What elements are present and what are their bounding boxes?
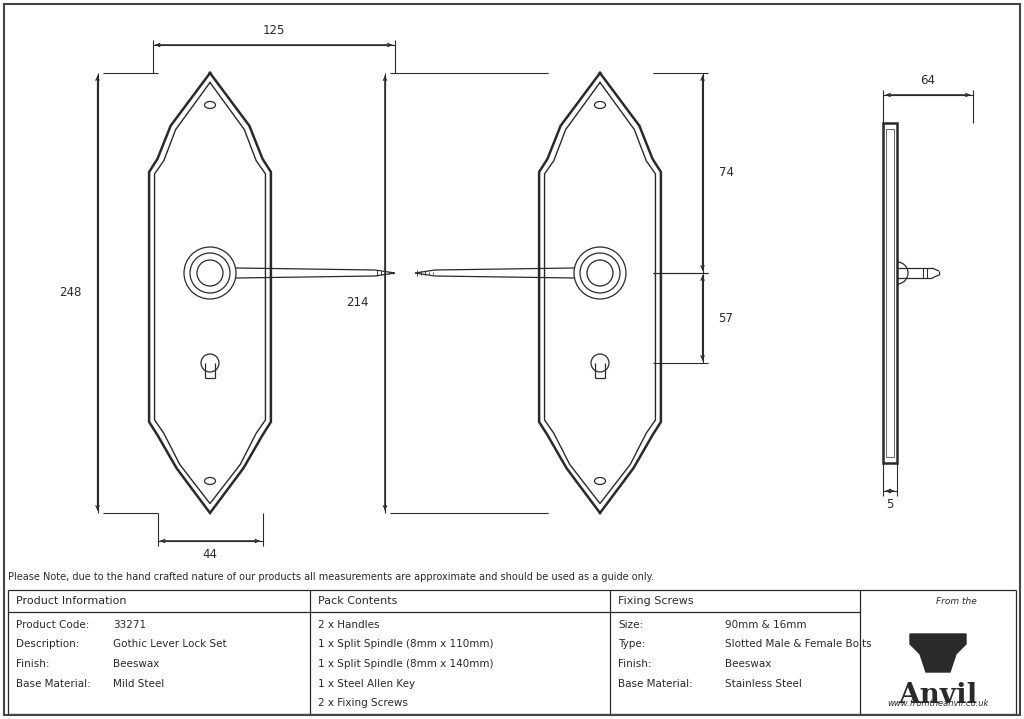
- Text: 1 x Steel Allen Key: 1 x Steel Allen Key: [318, 679, 415, 689]
- Text: From the: From the: [936, 597, 976, 607]
- Text: Description:: Description:: [16, 639, 80, 649]
- Text: 214: 214: [346, 296, 369, 309]
- Text: www.fromtheanvil.co.uk: www.fromtheanvil.co.uk: [888, 699, 989, 708]
- Text: Base Material:: Base Material:: [16, 679, 91, 689]
- Bar: [883, 123, 897, 463]
- Text: Base Material:: Base Material:: [618, 679, 693, 689]
- Text: 248: 248: [59, 286, 82, 300]
- Text: Pack Contents: Pack Contents: [318, 596, 397, 606]
- Text: 2 x Fixing Screws: 2 x Fixing Screws: [318, 698, 408, 708]
- Text: Fixing Screws: Fixing Screws: [618, 596, 693, 606]
- Text: 57: 57: [719, 311, 733, 324]
- Text: 74: 74: [719, 167, 733, 180]
- Text: Type:: Type:: [618, 639, 645, 649]
- Text: Slotted Male & Female Bolts: Slotted Male & Female Bolts: [725, 639, 871, 649]
- Text: 1 x Split Spindle (8mm x 110mm): 1 x Split Spindle (8mm x 110mm): [318, 639, 494, 649]
- Text: 2 x Handles: 2 x Handles: [318, 620, 380, 630]
- Text: 1 x Split Spindle (8mm x 140mm): 1 x Split Spindle (8mm x 140mm): [318, 659, 494, 669]
- Text: 44: 44: [203, 549, 217, 562]
- Text: Gothic Lever Lock Set: Gothic Lever Lock Set: [113, 639, 226, 649]
- Text: Stainless Steel: Stainless Steel: [725, 679, 802, 689]
- Text: Product Code:: Product Code:: [16, 620, 89, 630]
- Text: 90mm & 16mm: 90mm & 16mm: [725, 620, 807, 630]
- Polygon shape: [910, 634, 966, 672]
- Text: Beeswax: Beeswax: [725, 659, 771, 669]
- Text: Product Information: Product Information: [16, 596, 127, 606]
- Text: 33271: 33271: [113, 620, 146, 630]
- Text: Anvil: Anvil: [898, 682, 978, 709]
- Text: 125: 125: [262, 24, 285, 37]
- Text: Finish:: Finish:: [16, 659, 49, 669]
- Text: Finish:: Finish:: [618, 659, 651, 669]
- Bar: [886, 129, 894, 457]
- Text: Size:: Size:: [618, 620, 643, 630]
- Text: Mild Steel: Mild Steel: [113, 679, 164, 689]
- Text: 64: 64: [921, 75, 936, 88]
- Text: Beeswax: Beeswax: [113, 659, 160, 669]
- Text: Please Note, due to the hand crafted nature of our products all measurements are: Please Note, due to the hand crafted nat…: [8, 572, 654, 582]
- Text: 5: 5: [887, 498, 894, 511]
